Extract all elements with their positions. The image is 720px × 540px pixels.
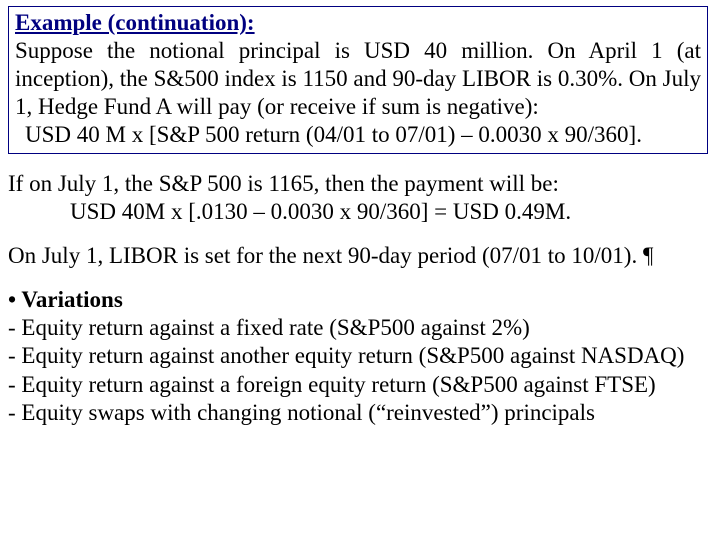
variations-header: • Variations	[8, 286, 708, 314]
variation-item-1: - Equity return against a fixed rate (S&…	[8, 314, 708, 342]
payment-line-2: USD 40M x [.0130 – 0.0030 x 90/360] = US…	[8, 198, 708, 226]
example-body-1: Suppose the notional principal is USD 40…	[15, 37, 701, 121]
variation-item-3: - Equity return against a foreign equity…	[8, 371, 708, 399]
variations-section: • Variations - Equity return against a f…	[8, 286, 708, 426]
payment-line-1: If on July 1, the S&P 500 is 1165, then …	[8, 170, 708, 198]
example-box: Example (continuation): Suppose the noti…	[8, 6, 708, 154]
variation-item-2: - Equity return against another equity r…	[8, 342, 708, 370]
example-title: Example (continuation):	[15, 9, 701, 37]
example-body-2: USD 40 M x [S&P 500 return (04/01 to 07/…	[15, 121, 701, 149]
document-page: Example (continuation): Suppose the noti…	[0, 0, 720, 427]
paragraph-libor: On July 1, LIBOR is set for the next 90-…	[8, 242, 708, 270]
example-title-text: Example (continuation):	[15, 10, 255, 35]
variation-item-4: - Equity swaps with changing notional (“…	[8, 399, 708, 427]
paragraph-payment: If on July 1, the S&P 500 is 1165, then …	[8, 170, 708, 226]
